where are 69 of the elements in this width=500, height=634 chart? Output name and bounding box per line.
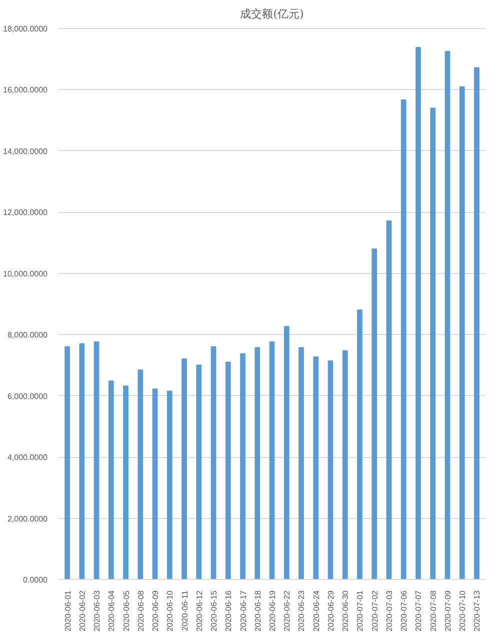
y-tick-label: 18,000.0000 — [3, 24, 48, 34]
bar — [459, 86, 465, 580]
bar — [269, 341, 275, 580]
x-tick-label: 2020-07-03 — [384, 590, 394, 632]
x-tick-label: 2020-06-11 — [180, 590, 190, 631]
x-tick-label: 2020-07-13 — [472, 590, 482, 632]
y-tick-label: 2,000.0000 — [7, 514, 48, 524]
x-tick-label: 2020-06-08 — [136, 590, 146, 632]
x-tick-label: 2020-07-09 — [443, 590, 452, 632]
bar — [313, 356, 319, 580]
y-tick-label: 16,000.0000 — [3, 86, 48, 95]
bar — [108, 380, 114, 580]
bar — [416, 47, 421, 580]
bar — [79, 343, 85, 580]
x-tick-label: 2020-06-29 — [326, 590, 336, 632]
bar — [210, 346, 216, 580]
x-tick-label: 2020-07-06 — [400, 590, 409, 632]
bar — [94, 341, 100, 580]
y-tick-label: 14,000.0000 — [3, 146, 48, 156]
bar — [386, 220, 392, 580]
bar — [152, 388, 158, 580]
x-tick-label: 2020-06-19 — [268, 590, 277, 632]
x-tick-label: 2020-06-22 — [282, 590, 292, 632]
x-tick-label: 2020-07-02 — [370, 590, 380, 632]
y-tick-label: 10,000.0000 — [3, 269, 48, 278]
bar — [400, 99, 406, 580]
bar — [254, 347, 260, 580]
bar — [182, 358, 187, 580]
bar — [64, 346, 70, 580]
bar — [372, 248, 378, 580]
x-tick-label: 2020-06-05 — [122, 590, 131, 632]
x-tick-label: 2020-06-23 — [297, 590, 306, 632]
x-tick-label: 2020-06-04 — [107, 590, 116, 632]
bar — [138, 370, 144, 580]
x-tick-label: 2020-06-10 — [166, 590, 175, 632]
y-tick-label: 4,000.0000 — [7, 453, 48, 462]
y-tick-label: 6,000.0000 — [7, 392, 48, 401]
bar — [357, 310, 362, 580]
bar — [342, 350, 348, 580]
x-tick-label: 2020-06-24 — [312, 590, 321, 632]
x-tick-label: 2020-06-15 — [210, 590, 219, 632]
x-tick-label: 2020-07-01 — [356, 590, 365, 632]
x-tick-label: 2020-07-10 — [458, 590, 468, 632]
bar — [123, 385, 128, 580]
y-tick-label: 12,000.0000 — [3, 208, 48, 218]
x-tick-label: 2020-06-02 — [78, 590, 87, 632]
x-tick-label: 2020-06-17 — [238, 590, 248, 632]
bar — [298, 347, 304, 580]
y-tick-label: 0.0000 — [23, 576, 48, 584]
x-tick-label: 2020-06-30 — [341, 590, 350, 632]
bar — [474, 67, 480, 580]
chart-title: 成交额(亿元) — [240, 8, 304, 20]
y-tick-label: 8,000.0000 — [7, 330, 48, 340]
x-tick-label: 2020-06-01 — [63, 590, 72, 632]
x-tick-label: 2020-06-03 — [92, 590, 102, 632]
x-tick-label: 2020-06-16 — [224, 590, 234, 632]
bar — [328, 360, 334, 580]
x-tick-label: 2020-06-18 — [253, 590, 262, 632]
bar — [430, 108, 436, 580]
bar — [196, 364, 202, 580]
bar — [225, 362, 231, 580]
bar — [166, 390, 172, 580]
bar — [284, 326, 290, 580]
bar — [240, 353, 246, 580]
x-tick-label: 2020-06-12 — [194, 590, 204, 632]
x-tick-label: 2020-07-08 — [428, 590, 438, 632]
x-tick-label: 2020-07-07 — [414, 590, 424, 632]
x-tick-label: 2020-06-09 — [151, 590, 160, 632]
bar — [444, 51, 450, 580]
